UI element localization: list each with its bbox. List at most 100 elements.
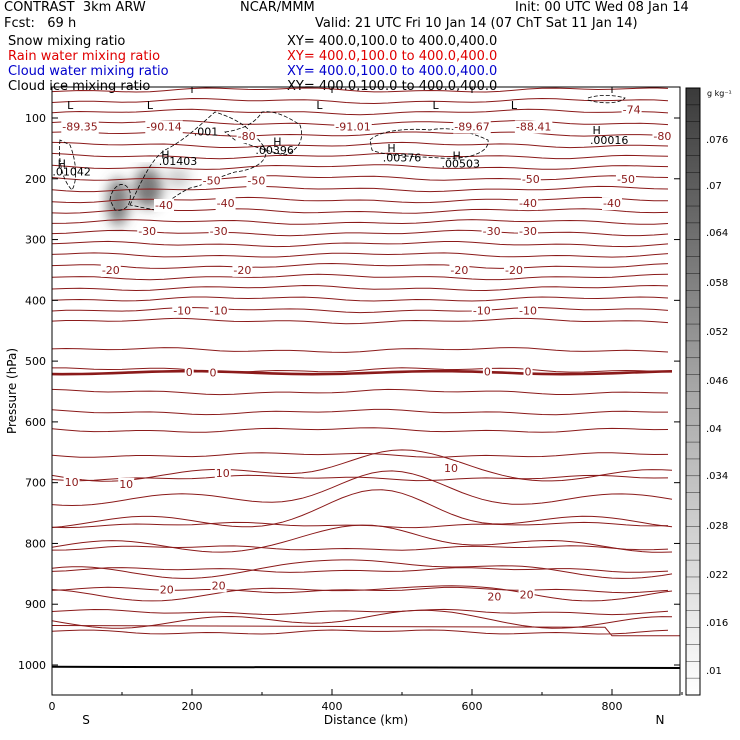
colorbar-tick-label: .016 — [706, 618, 728, 629]
snow-blob-3 — [166, 168, 190, 188]
contour-label-bg — [208, 225, 229, 238]
contour-line — [52, 240, 669, 248]
colorbar-tick-label: .022 — [706, 570, 728, 581]
contour-label: -30 — [483, 225, 501, 238]
x-tick-label: 800 — [602, 700, 623, 713]
contour-line — [52, 470, 673, 507]
dashed-contour-4 — [224, 111, 302, 156]
contour-label-bg — [208, 304, 229, 318]
contour-line — [52, 208, 669, 214]
field-label-snow: Snow mixing ratio — [8, 34, 126, 49]
contour-line — [52, 108, 669, 116]
extremum-marker: H — [387, 142, 395, 155]
contour-label: -20 — [102, 264, 120, 277]
contour-line — [52, 306, 669, 314]
contour-label-bg — [246, 174, 267, 188]
contour-label: -50 — [247, 175, 265, 188]
contour-label: 10 — [65, 476, 79, 489]
contour-label: -80 — [238, 130, 256, 143]
extremum-marker: H — [58, 158, 66, 171]
colorbar-tick-label: .07 — [706, 181, 722, 192]
contour-label: -40 — [519, 197, 537, 210]
cloud-ice-dashed-contours — [59, 94, 626, 211]
dashed-contour-3 — [129, 111, 267, 211]
contour-line — [52, 609, 673, 629]
field-xy-cloud-water: XY= 400.0,100.0 to 400.0,400.0 — [287, 64, 498, 79]
x-tick-label: 400 — [322, 700, 343, 713]
field-xy-rain: XY= 400.0,100.0 to 400.0,400.0 — [287, 49, 498, 64]
contour-line — [52, 273, 669, 281]
contour-label-bg — [232, 263, 253, 277]
contour-label-bg — [184, 366, 194, 380]
contour-label: -20 — [233, 264, 251, 277]
extremum-marker: L — [67, 99, 74, 112]
contour-label-bg — [210, 579, 227, 593]
contour-label: -50 — [203, 175, 221, 188]
plot-frame — [51, 86, 681, 696]
extremum-marker: H — [161, 149, 169, 162]
colorbar-tick-label: .052 — [706, 327, 728, 338]
contour-line — [52, 629, 669, 635]
x-tick-label: 200 — [182, 700, 203, 713]
contour-line — [52, 489, 673, 528]
contour-label-bg — [443, 462, 459, 476]
contour-label: .01403 — [159, 155, 198, 168]
x-axis-title: Distance (km) — [324, 713, 408, 727]
contour-label-bg — [453, 120, 491, 134]
field-label-cloud-water: Cloud water mixing ratio — [8, 64, 169, 79]
contour-label-bg — [602, 197, 622, 211]
contour-label-bg — [214, 466, 231, 480]
forecast-hour: Fcst: 69 h — [4, 16, 77, 31]
colorbar-tick-label: .058 — [706, 278, 728, 289]
contour-line — [52, 608, 669, 616]
contour-line — [52, 164, 669, 170]
axes: 0 200 400 600 800100200300400500600700800900… — [5, 86, 683, 727]
contour-label-bg — [504, 263, 524, 277]
contour-label: -89.35 — [62, 121, 97, 134]
contour-line — [52, 87, 669, 93]
contour-label: 10 — [119, 478, 133, 491]
y-tick-label: 200 — [25, 173, 46, 186]
contour-line — [52, 559, 673, 579]
contour-label: 10 — [216, 467, 230, 480]
contour-line — [52, 284, 669, 292]
contour-label-bg — [486, 590, 503, 604]
y-tick-label: 600 — [25, 416, 46, 429]
y-axis-title: Pressure (hPa) — [5, 348, 19, 434]
contour-line — [52, 625, 680, 637]
contour-line — [52, 152, 669, 160]
dashed-contour-1 — [59, 139, 76, 191]
contour-label: 20 — [160, 584, 174, 597]
contour-label-bg — [154, 198, 174, 212]
contour-label: -10 — [210, 305, 228, 318]
contour-line — [52, 408, 668, 416]
x-axis-start-label: S — [82, 713, 90, 727]
contour-label-bg — [100, 263, 121, 277]
colorbar-tick-label: .01 — [706, 666, 722, 677]
dashed-contour-6 — [587, 94, 626, 104]
contour-label: 20 — [520, 589, 534, 602]
colorbar-tick-label: .046 — [706, 376, 728, 387]
contour-label-bg — [61, 120, 99, 134]
contour-line — [52, 585, 673, 602]
contour-label: -91.01 — [335, 121, 370, 134]
contour-line — [52, 427, 669, 433]
contour-label: -40 — [155, 199, 173, 212]
contour-label: -10 — [173, 305, 191, 318]
snow-blob-2 — [134, 168, 162, 208]
contour-label: -40 — [217, 197, 235, 210]
contour-label: -30 — [138, 225, 156, 238]
extremum-marker: H — [452, 150, 460, 163]
contour-label: 20 — [487, 590, 501, 603]
contour-line — [52, 449, 673, 482]
dashed-contour-2 — [109, 184, 131, 211]
contour-line — [52, 252, 669, 258]
contour-label-bg — [482, 365, 492, 379]
contour-label-bg — [621, 103, 642, 117]
contour-label: -88.41 — [516, 121, 551, 134]
y-tick-label: 900 — [25, 598, 46, 611]
contour-label-bg — [616, 172, 636, 186]
contour-label-bg — [471, 304, 492, 318]
contour-label-bg — [518, 304, 538, 318]
